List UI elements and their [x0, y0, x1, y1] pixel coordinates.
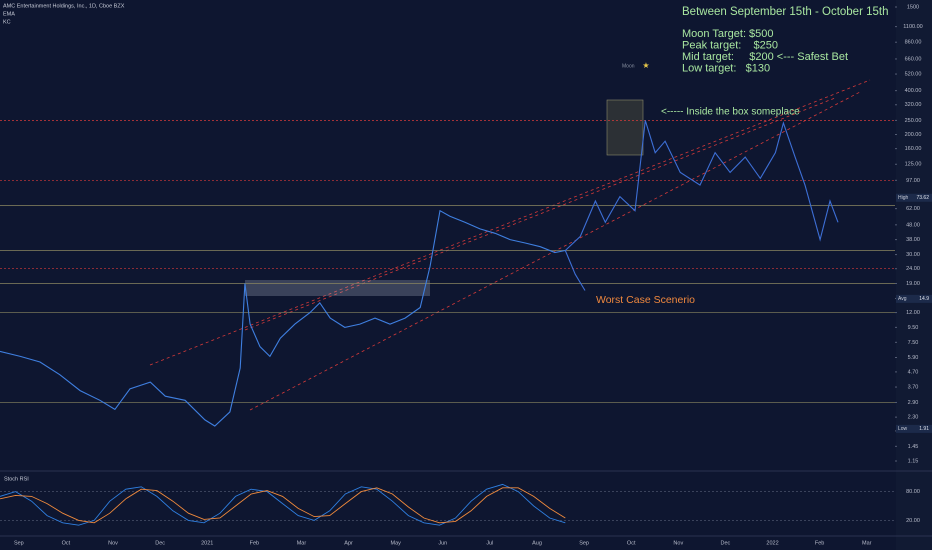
x-tick-label: Dec [155, 540, 165, 546]
marker-label: Low [898, 426, 908, 432]
y-tick-label: 1.45 [908, 444, 919, 450]
y-tick-label: 400.00 [905, 88, 922, 94]
marker-value: 14.9 [919, 296, 929, 302]
price-line [564, 250, 586, 291]
target-line: Moon Target: $500 [682, 28, 774, 40]
x-tick-label: Apr [344, 540, 353, 546]
y-tick-label: 7.50 [908, 340, 919, 346]
moon-star: ★ [642, 61, 649, 70]
channel-line [249, 91, 861, 411]
x-tick-label: Nov [673, 540, 683, 546]
y-tick-label: 80.00 [906, 489, 920, 495]
x-tick-label: Sep [14, 540, 24, 546]
y-tick-label: 19.00 [906, 281, 920, 287]
channel-line [244, 97, 836, 331]
y-tick-label: 2.30 [908, 415, 919, 421]
x-tick-label: Oct [627, 540, 636, 546]
y-tick-label: 125.00 [905, 162, 922, 168]
price-line [564, 120, 839, 251]
indicator-label: EMA [3, 11, 15, 17]
y-tick-label: 200.00 [905, 132, 922, 138]
price-line [0, 487, 566, 524]
chart-title: AMC Entertainment Holdings, Inc., 1D, Cb… [3, 3, 125, 9]
y-tick-label: 24.00 [906, 266, 920, 272]
y-tick-label: 3.70 [908, 384, 919, 390]
indicator-label: KC [3, 19, 11, 25]
x-tick-label: Aug [532, 540, 542, 546]
y-tick-label: 1100.00 [903, 24, 922, 30]
y-tick-label: 250.00 [905, 118, 922, 124]
x-tick-label: Feb [250, 540, 259, 546]
worst-case-note: Worst Case Scenerio [596, 294, 695, 306]
marker-badge [896, 193, 932, 202]
x-tick-label: Oct [62, 540, 71, 546]
price-axis [896, 0, 932, 550]
marker-badge [896, 424, 932, 433]
x-tick-label: Feb [815, 540, 824, 546]
x-tick-label: Nov [108, 540, 118, 546]
price-line [0, 483, 566, 526]
box-note: <----- Inside the box someplace [661, 107, 800, 118]
target-line: Peak target: $250 [682, 39, 778, 51]
price-line [0, 209, 566, 427]
y-tick-label: 20.00 [906, 518, 920, 524]
y-tick-label: 9.50 [908, 325, 919, 331]
x-tick-label: Sep [579, 540, 589, 546]
y-tick-label: 97.00 [906, 178, 920, 184]
y-tick-label: 1.15 [908, 458, 919, 464]
marker-value: 1.91 [919, 426, 929, 432]
y-tick-label: 5.90 [908, 355, 919, 361]
y-tick-label: 1500 [907, 4, 919, 10]
x-tick-label: 2021 [201, 540, 213, 546]
target-line: Mid target: $200 <--- Safest Bet [682, 51, 848, 63]
x-tick-label: Dec [721, 540, 731, 546]
y-tick-label: 62.00 [906, 206, 920, 212]
x-tick-label: Jul [486, 540, 493, 546]
target-box [606, 99, 644, 156]
y-tick-label: 860.00 [905, 40, 922, 46]
marker-label: Avg [898, 296, 907, 302]
y-tick-label: 48.00 [906, 222, 920, 228]
y-tick-label: 2.90 [908, 400, 919, 406]
y-tick-label: 38.00 [906, 237, 920, 243]
range-box [245, 280, 430, 296]
y-tick-label: 12.00 [906, 310, 920, 316]
x-tick-label: Mar [862, 540, 872, 546]
x-tick-label: 2022 [766, 540, 778, 546]
annotation-heading: Between September 15th - October 15th [682, 6, 888, 18]
x-tick-label: Jun [438, 540, 447, 546]
marker-label: High [898, 195, 909, 201]
x-tick-label: Mar [297, 540, 307, 546]
marker-badge [896, 294, 932, 303]
y-tick-label: 660.00 [905, 56, 922, 62]
pane-title: Stoch RSI [4, 476, 29, 482]
y-tick-label: 160.00 [905, 146, 922, 152]
y-tick-label: 320.00 [905, 102, 922, 108]
y-tick-label: 30.00 [906, 252, 920, 258]
moon-label: Moon [622, 63, 635, 69]
x-tick-label: May [390, 540, 401, 546]
target-line: Low target: $130 [682, 62, 770, 74]
y-tick-label: 4.70 [908, 369, 919, 375]
y-tick-label: 520.00 [905, 72, 922, 78]
marker-value: 73.62 [916, 195, 929, 201]
